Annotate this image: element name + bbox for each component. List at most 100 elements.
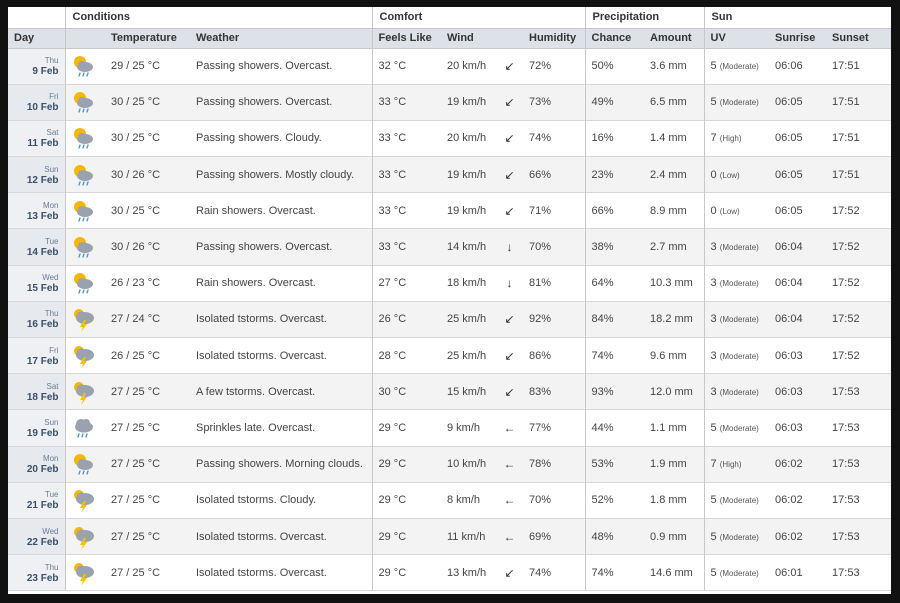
table-row: Fri 10 Feb 30 / 25 °C Passing showers. O… [8,84,891,121]
feels-like-cell: 30 °C [371,373,441,410]
uv-value: 5 [710,96,717,109]
day-of-week: Sat [46,381,59,391]
day-cell: Wed 15 Feb [8,265,65,302]
wind-cell: 19 km/h [447,96,487,109]
col-wind-direction [496,28,523,49]
day-of-week: Fri [49,92,59,102]
wind-direction-icon: ← [503,457,516,472]
uv-cell: 3 (Moderate) [703,228,770,266]
day-date: 9 Feb [32,66,59,78]
day-date: 12 Feb [26,174,59,186]
forecast-table-panel: Conditions Comfort Precipitation Sun Day… [8,7,891,594]
uv-level: (Moderate) [719,568,759,578]
weather-cell: Rain showers. Overcast. [196,204,316,217]
wind-cell: 8 km/h [447,494,481,507]
feels-like-cell: 33 °C [371,192,441,229]
sunrise-cell: 06:02 [775,530,803,543]
day-date: 11 Feb [27,138,59,150]
amount-cell: 14.6 mm [650,566,693,579]
table-row: Thu 16 Feb 27 / 24 °C Isolated tstorms. … [8,301,891,338]
humidity-cell: 74% [529,132,552,145]
chance-cell: 64% [584,265,645,302]
temperature-cell: 30 / 25 °C [111,204,161,217]
uv-cell: 3 (Moderate) [703,373,770,410]
temperature-cell: 27 / 25 °C [111,566,161,579]
amount-cell: 10.3 mm [650,277,693,290]
sunrise-cell: 06:04 [775,313,803,326]
feels-like-cell: 32 °C [371,48,441,85]
day-date: 20 Feb [26,464,59,476]
chance-cell: 84% [584,301,645,338]
col-sunset[interactable]: Sunset [826,28,891,49]
day-of-week: Wed [42,273,59,283]
day-cell: Fri 17 Feb [8,337,65,374]
sunset-cell: 17:53 [832,494,860,507]
uv-value: 0 [710,204,717,217]
sunset-cell: 17:52 [832,204,860,217]
day-cell: Sun 12 Feb [8,156,65,193]
day-of-week: Sun [44,164,59,174]
table-row: Wed 15 Feb 26 / 23 °C Rain showers. Over… [8,265,891,302]
wind-cell: 11 km/h [447,530,486,543]
uv-cell: 5 (Moderate) [703,409,770,447]
col-temperature[interactable]: Temperature [105,28,190,49]
col-feels-like[interactable]: Feels Like [371,28,441,49]
amount-cell: 9.6 mm [650,349,687,362]
sun-cloud-rain-icon [64,192,105,229]
table-row: Sat 18 Feb 27 / 25 °C A few tstorms. Ove… [8,373,891,410]
humidity-cell: 78% [529,458,552,471]
col-sunrise[interactable]: Sunrise [769,28,827,49]
amount-cell: 0.9 mm [650,530,687,543]
wind-direction-icon: ↙ [504,312,515,327]
humidity-cell: 70% [529,241,552,254]
sun-cloud-rain-icon [64,120,105,157]
sun-cloud-rain-icon [64,156,105,193]
sunset-cell: 17:52 [832,313,860,326]
sunset-cell: 17:53 [832,530,860,543]
sunrise-cell: 06:01 [775,566,803,579]
weather-cell: Sprinkles late. Overcast. [196,421,316,434]
group-conditions: Conditions [64,7,372,29]
sunrise-cell: 06:02 [775,458,803,471]
uv-cell: 5 (Moderate) [703,48,770,85]
group-sun: Sun [703,7,891,29]
uv-value: 7 [710,458,717,471]
col-humidity[interactable]: Humidity [523,28,586,49]
day-date: 15 Feb [26,283,59,295]
wind-cell: 18 km/h [447,277,487,290]
col-chance[interactable]: Chance [584,28,645,49]
uv-cell: 0 (Low) [703,192,770,229]
humidity-cell: 86% [529,349,552,362]
feels-like-cell: 33 °C [371,120,441,157]
sunrise-cell: 06:03 [775,421,803,434]
chance-cell: 48% [584,518,645,555]
col-uv[interactable]: UV [703,28,770,49]
day-date: 22 Feb [26,536,59,548]
temperature-cell: 27 / 25 °C [111,494,161,507]
sunrise-cell: 06:05 [775,132,803,145]
uv-level: (High) [719,134,742,144]
col-day[interactable]: Day [8,28,65,49]
amount-cell: 6.5 mm [650,96,687,109]
amount-cell: 12.0 mm [650,385,693,398]
cloud-drizzle-icon [64,409,105,447]
chance-cell: 52% [584,482,645,519]
uv-cell: 0 (Low) [703,156,770,193]
sunrise-cell: 06:03 [775,349,803,362]
uv-cell: 5 (Moderate) [703,518,770,555]
col-wind[interactable]: Wind [441,28,496,49]
col-amount[interactable]: Amount [644,28,705,49]
uv-level: (Low) [719,206,740,216]
wind-direction-icon: ← [503,529,516,544]
feels-like-cell: 29 °C [371,482,441,519]
humidity-cell: 71% [529,204,552,217]
day-of-week: Sun [44,417,59,427]
uv-level: (Moderate) [719,532,759,542]
chance-cell: 44% [584,409,645,447]
wind-direction-icon: ↓ [506,240,513,255]
temperature-cell: 27 / 25 °C [111,530,161,543]
humidity-cell: 66% [529,168,552,181]
sunset-cell: 17:52 [832,277,860,290]
col-weather[interactable]: Weather [190,28,372,49]
day-cell: Sun 19 Feb [8,409,65,447]
